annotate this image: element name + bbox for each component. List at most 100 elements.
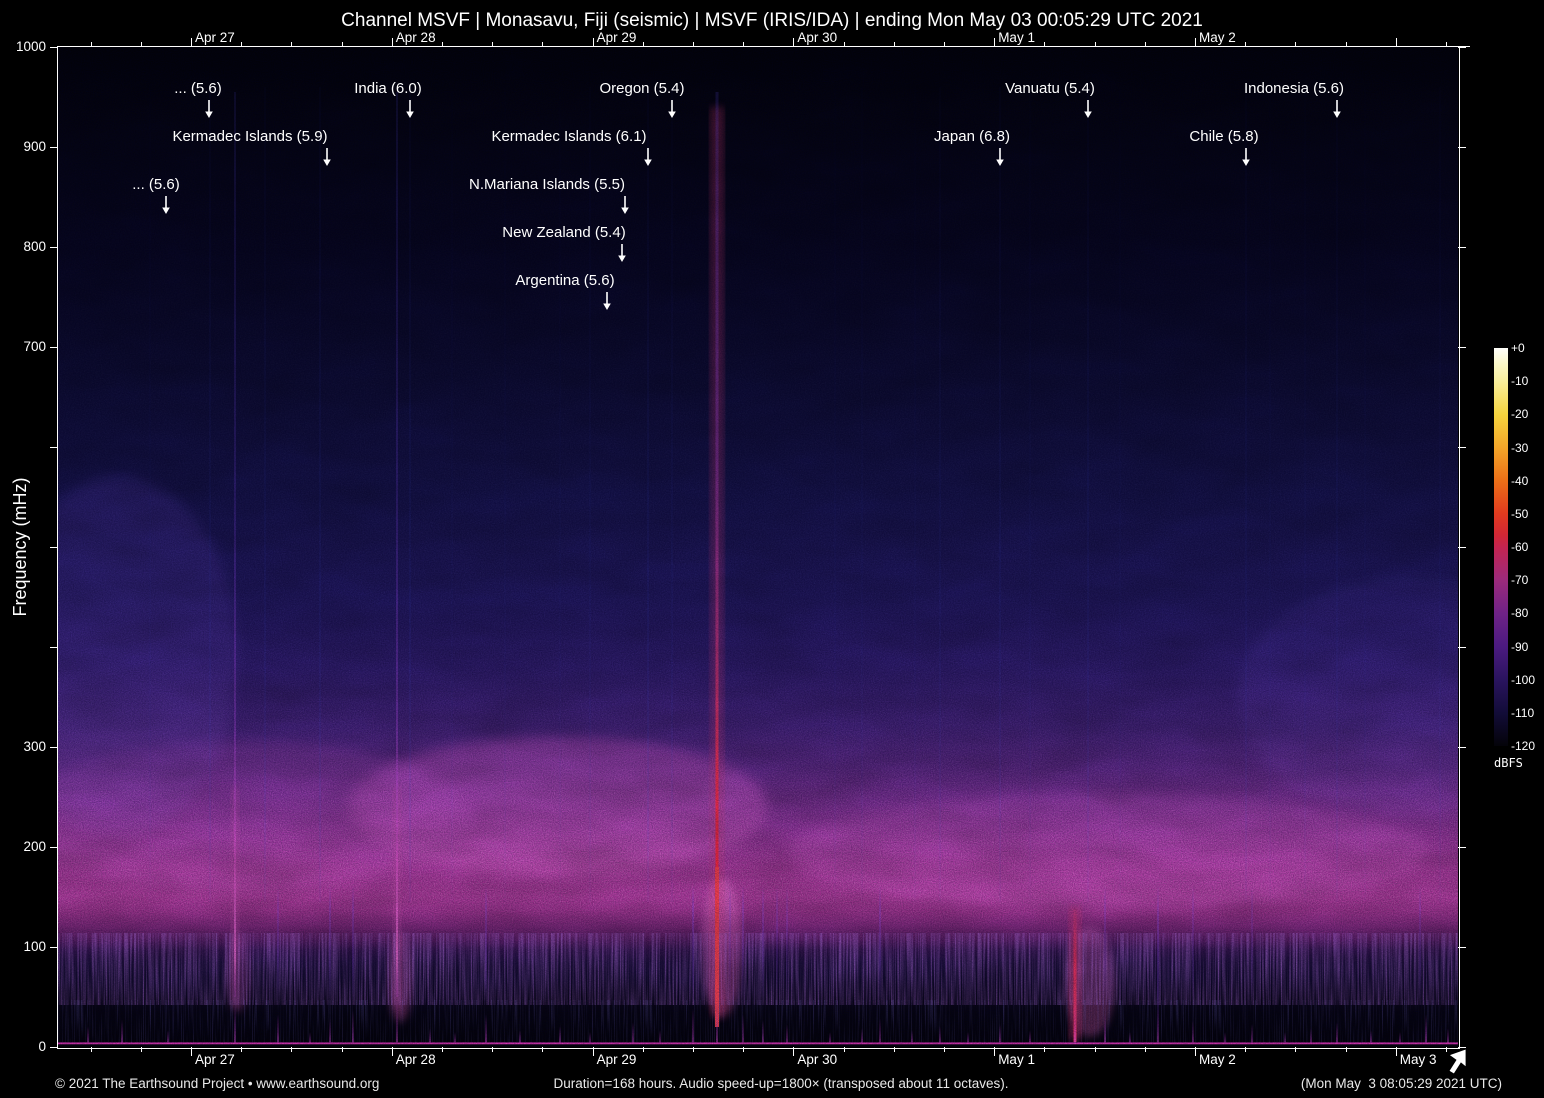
x-tick-minor-bottom xyxy=(843,1047,845,1052)
x-tick-minor-bottom xyxy=(1144,1047,1146,1052)
y-tick-right xyxy=(1458,347,1466,348)
x-axis-label-bottom: Apr 30 xyxy=(797,1052,838,1067)
y-axis-label: 0 xyxy=(38,1039,46,1054)
noise-mottle xyxy=(58,47,1458,1047)
x-tick-minor-bottom xyxy=(291,1047,293,1052)
colorbar-tick-label: -60 xyxy=(1511,540,1529,554)
event-annotation: India (6.0) xyxy=(354,80,422,97)
y-axis-label: 300 xyxy=(23,739,46,754)
x-tick-minor-top xyxy=(1295,42,1297,47)
event-annotation: Chile (5.8) xyxy=(1189,128,1259,145)
x-tick-minor-top xyxy=(492,42,494,47)
y-tick-right xyxy=(1458,147,1466,148)
x-tick-major-bottom xyxy=(391,1047,393,1056)
x-tick-major-bottom xyxy=(592,1047,594,1056)
x-tick-major-bottom xyxy=(793,1047,795,1056)
y-tick-right xyxy=(1458,647,1466,648)
x-tick-major-top xyxy=(1195,38,1196,47)
x-tick-minor-top xyxy=(944,42,945,47)
x-tick-minor-bottom xyxy=(1044,1047,1046,1052)
x-tick-minor-bottom xyxy=(492,1047,494,1052)
event-annotation: Japan (6.8) xyxy=(934,128,1010,145)
event-annotation: Kermadec Islands (6.1) xyxy=(491,128,647,145)
spectrogram-image xyxy=(58,47,1458,1047)
y-tick-right xyxy=(1458,547,1466,548)
x-axis-label-bottom: May 2 xyxy=(1199,1052,1236,1067)
x-tick-minor-top xyxy=(291,42,293,47)
x-tick-minor-bottom xyxy=(1094,1047,1096,1052)
x-tick-major-bottom xyxy=(1395,1047,1397,1056)
x-tick-minor-bottom xyxy=(893,1047,895,1052)
x-tick-minor-top xyxy=(341,42,343,47)
x-tick-minor-top xyxy=(140,42,142,47)
x-tick-minor-bottom xyxy=(693,1047,694,1052)
x-tick-major-bottom xyxy=(994,1047,996,1056)
colorbar-unit-label: dBFS xyxy=(1494,756,1523,770)
x-tick-major-bottom xyxy=(1195,1047,1196,1056)
x-axis-label-bottom: Apr 29 xyxy=(596,1052,637,1067)
x-axis-label-top: Apr 28 xyxy=(395,30,436,45)
x-tick-minor-top xyxy=(1446,42,1447,47)
y-axis-label: 800 xyxy=(23,239,46,254)
colorbar-tick-label: -30 xyxy=(1511,440,1529,455)
x-tick-minor-top xyxy=(442,42,443,47)
x-tick-minor-bottom xyxy=(743,1047,745,1052)
x-axis-label-bottom: Apr 27 xyxy=(195,1052,235,1067)
colorbar-gradient xyxy=(1494,348,1508,746)
event-annotation: Argentina (5.6) xyxy=(515,272,615,289)
y-axis-label: 200 xyxy=(23,839,46,854)
x-axis-label-bottom: May 3 xyxy=(1399,1052,1437,1067)
y-tick-left xyxy=(50,147,58,148)
spectrogram-plot xyxy=(58,47,1458,1047)
x-tick-minor-top xyxy=(843,42,845,47)
x-tick-minor-bottom xyxy=(542,1047,544,1052)
event-annotation: Vanuatu (5.4) xyxy=(1005,80,1095,97)
x-tick-minor-bottom xyxy=(1295,1047,1297,1052)
y-tick-left xyxy=(50,647,58,648)
y-tick-right xyxy=(1458,47,1466,48)
x-tick-minor-top xyxy=(241,42,243,47)
y-tick-left xyxy=(50,347,58,348)
x-tick-minor-bottom xyxy=(442,1047,443,1052)
x-axis-label-top: Apr 30 xyxy=(797,30,838,45)
event-annotation: New Zealand (5.4) xyxy=(502,224,626,241)
x-tick-minor-bottom xyxy=(241,1047,243,1052)
y-axis-label: 900 xyxy=(23,139,46,154)
y-tick-right xyxy=(1458,1047,1466,1048)
y-axis-label: 700 xyxy=(23,339,46,354)
colorbar-tick-label: -80 xyxy=(1511,606,1529,621)
colorbar-tick-label: -90 xyxy=(1511,639,1529,654)
x-tick-minor-top xyxy=(642,42,644,47)
x-tick-major-top xyxy=(391,38,393,47)
x-tick-minor-bottom xyxy=(90,1047,92,1052)
x-tick-major-top xyxy=(592,38,594,47)
y-tick-left xyxy=(50,847,58,848)
y-tick-left xyxy=(50,447,58,448)
colorbar-tick-label: -120 xyxy=(1511,739,1536,753)
event-annotation: Oregon (5.4) xyxy=(599,80,685,97)
colorbar-tick-label: +0 xyxy=(1511,341,1525,355)
x-tick-minor-top xyxy=(1144,42,1146,47)
x-tick-minor-top xyxy=(90,42,92,47)
x-tick-minor-top xyxy=(542,42,544,47)
x-tick-minor-bottom xyxy=(1345,1047,1347,1052)
event-annotation: Kermadec Islands (5.9) xyxy=(172,128,328,145)
footer-timestamp: (Mon May 3 08:05:29 2021 UTC) xyxy=(1300,1076,1502,1091)
mouse-cursor xyxy=(1448,1048,1467,1075)
x-axis-label-top: Apr 27 xyxy=(195,30,235,45)
x-tick-minor-bottom xyxy=(642,1047,644,1052)
x-tick-minor-top xyxy=(1245,42,1247,47)
x-tick-major-top xyxy=(994,38,996,47)
footer-copyright: © 2021 The Earthsound Project • www.eart… xyxy=(55,1076,380,1091)
y-tick-right xyxy=(1458,747,1466,748)
x-tick-minor-bottom xyxy=(140,1047,142,1052)
y-tick-left xyxy=(50,1047,58,1048)
x-tick-minor-bottom xyxy=(944,1047,945,1052)
x-axis-label-top: May 1 xyxy=(998,30,1035,45)
y-tick-left xyxy=(50,547,58,548)
colorbar-tick-label: -70 xyxy=(1511,573,1529,588)
event-annotation: Indonesia (5.6) xyxy=(1243,80,1345,97)
colorbar-tick-label: -100 xyxy=(1511,672,1536,687)
x-axis-label-bottom: Apr 28 xyxy=(395,1052,436,1067)
